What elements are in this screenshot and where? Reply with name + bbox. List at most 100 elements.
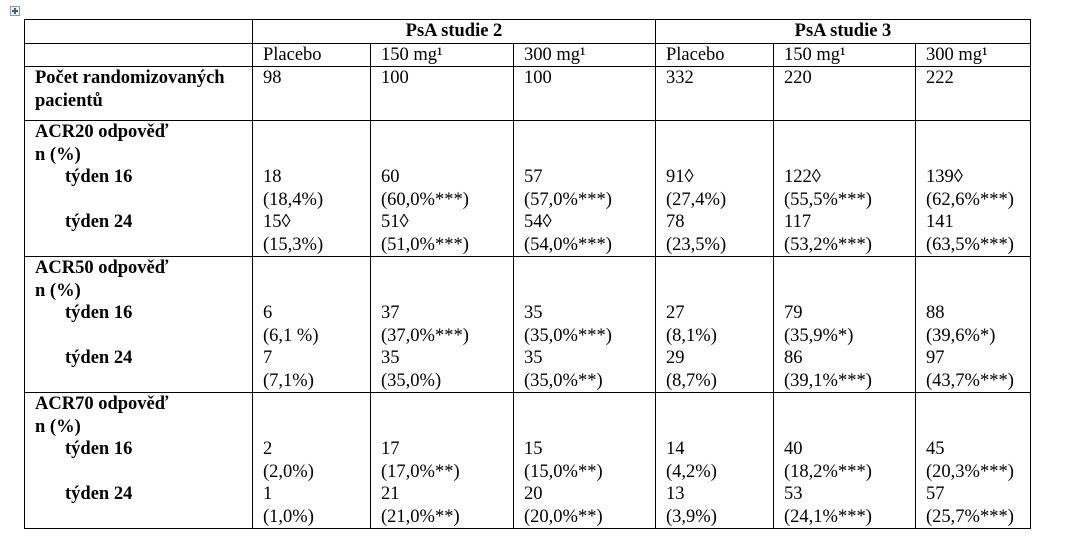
percent-value: (1,0%)	[263, 506, 314, 527]
row-label: pacientů	[35, 90, 103, 111]
value-cell: 6 (6,1 %) 7 (7,1%)	[252, 256, 371, 393]
spacer	[381, 258, 513, 280]
spacer	[263, 258, 370, 280]
count-value: 29	[666, 348, 685, 368]
count-value: 7	[263, 348, 273, 368]
spacer	[381, 144, 513, 167]
spacer	[666, 258, 773, 280]
value-cell: 17 (17,0%**) 21 (21,0%**)	[370, 392, 514, 529]
value-cell: 40 (18,2%***) 53 (24,1%***)	[773, 392, 916, 529]
section-row: ACR20 odpověď n (%) týden 16 týden 24 18 (18,…	[24, 120, 1031, 257]
cell-value: 220	[784, 68, 812, 88]
percent-value: (60,0%***)	[381, 189, 469, 210]
count-value: 88	[926, 303, 945, 323]
value-cell: 60 (60,0%***) 51◊ (51,0%***)	[370, 120, 514, 257]
cell-value: 222	[926, 68, 954, 88]
percent-value: (17,0%**)	[381, 461, 460, 482]
count-value: 57	[926, 484, 945, 504]
count-value: 35	[524, 348, 543, 368]
expand-table-icon[interactable]	[10, 6, 20, 16]
study-title: PsA studie 2	[405, 21, 503, 41]
count-value: 2	[263, 439, 273, 459]
spacer	[926, 416, 1030, 439]
value-cell: 14 (4,2%) 13 (3,9%)	[655, 392, 774, 529]
count-value: 122◊	[784, 167, 821, 187]
count-value: 40	[784, 439, 803, 459]
count-value: 14	[666, 439, 685, 459]
spacer	[35, 506, 252, 528]
count-value: 53	[784, 484, 803, 504]
value-cell: 88 (39,6%*) 97 (43,7%***)	[915, 256, 1031, 393]
count-value: 13	[666, 484, 685, 504]
count-value: 51◊	[381, 212, 409, 232]
dose-header: 150 mg¹	[773, 42, 916, 67]
spacer	[381, 280, 513, 303]
count-value: 15◊	[263, 212, 291, 232]
cell-value: 100	[524, 68, 552, 88]
cell-value: 100	[381, 68, 409, 88]
spacer	[524, 122, 655, 144]
count-value: 15	[524, 439, 543, 459]
dose-header: Placebo	[655, 42, 774, 67]
dose-label: 150 mg¹	[381, 44, 443, 65]
spacer	[35, 325, 252, 348]
percent-value: (20,3%***)	[926, 461, 1014, 482]
spacer	[524, 394, 655, 416]
study-header: PsA studie 2	[252, 19, 656, 44]
value-cell: 35 (35,0%***) 35 (35,0%**)	[513, 256, 656, 393]
percent-value: (55,5%***)	[784, 189, 872, 210]
value-cell: 18 (18,4%) 15◊ (15,3%)	[252, 120, 371, 257]
percent-value: (39,1%***)	[784, 370, 872, 391]
spacer	[784, 122, 915, 144]
spacer	[666, 122, 773, 144]
spacer	[666, 394, 773, 416]
value-cell: 15 (15,0%**) 20 (20,0%**)	[513, 392, 656, 529]
section-label-cell: ACR70 odpověď n (%) týden 16 týden 24	[24, 392, 253, 529]
dose-label: 300 mg¹	[524, 44, 586, 65]
percent-value: (62,6%***)	[926, 189, 1014, 210]
percent-value: (37,0%***)	[381, 325, 469, 346]
value-cell: 220	[773, 66, 916, 121]
spacer	[381, 416, 513, 439]
percent-value: (7,1%)	[263, 370, 314, 391]
percent-value: (54,0%***)	[524, 234, 612, 255]
percent-value: (43,7%***)	[926, 370, 1014, 391]
value-cell: 222	[915, 66, 1031, 121]
percent-value: (51,0%***)	[381, 234, 469, 255]
percent-value: (53,2%***)	[784, 234, 872, 255]
section-row: ACR50 odpověď n (%) týden 16 týden 24 6 (6,1 …	[24, 256, 1031, 393]
value-cell: 45 (20,3%***) 57 (25,7%***)	[915, 392, 1031, 529]
percent-value: (4,2%)	[666, 461, 717, 482]
spacer	[666, 416, 773, 439]
percent-value: (20,0%**)	[524, 506, 603, 527]
percent-value: (15,0%**)	[524, 461, 603, 482]
spacer	[524, 280, 655, 303]
randomized-row: Počet randomizovaných pacientů 98 100 100 332…	[24, 66, 1031, 121]
corner-cell	[24, 19, 253, 44]
percent-value: (21,0%**)	[381, 506, 460, 527]
spacer	[926, 122, 1030, 144]
spacer	[35, 461, 252, 484]
count-value: 21	[381, 484, 400, 504]
count-value: 45	[926, 439, 945, 459]
section-label-cell: ACR20 odpověď n (%) týden 16 týden 24	[24, 120, 253, 257]
percent-value: (63,5%***)	[926, 234, 1014, 255]
value-cell: 122◊ (55,5%***) 117 (53,2%***)	[773, 120, 916, 257]
study-header: PsA studie 3	[655, 19, 1031, 44]
week-label: týden 16	[65, 167, 133, 187]
dose-label: Placebo	[666, 44, 725, 65]
count-value: 139◊	[926, 167, 963, 187]
dose-header: 300 mg¹	[915, 42, 1031, 67]
spacer	[926, 144, 1030, 167]
spacer	[263, 280, 370, 303]
dose-label: 150 mg¹	[784, 44, 846, 65]
spacer	[926, 258, 1030, 280]
percent-value: (23,5%)	[666, 234, 727, 255]
study-title: PsA studie 3	[794, 21, 892, 41]
spacer	[784, 144, 915, 167]
percent-value: (18,4%)	[263, 189, 324, 210]
count-value: 117	[784, 212, 812, 232]
percent-value: (35,0%**)	[524, 370, 603, 391]
spacer	[784, 258, 915, 280]
section-unit: n (%)	[35, 416, 81, 437]
